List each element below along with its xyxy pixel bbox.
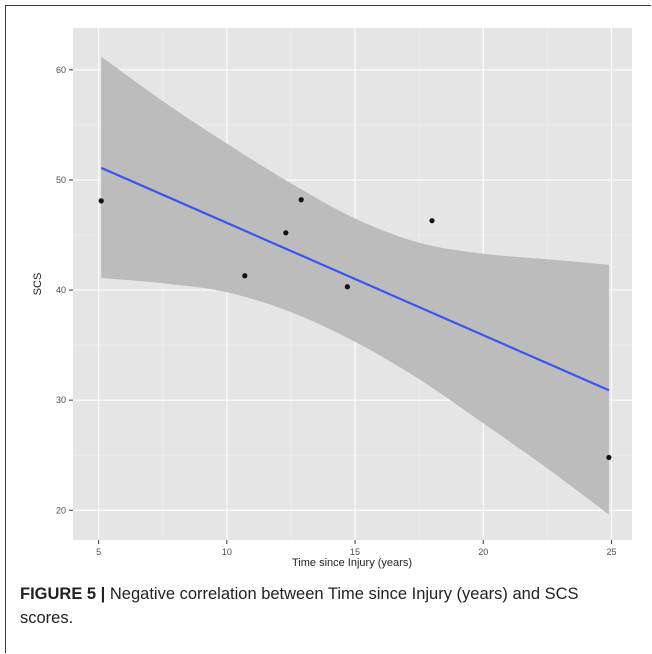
data-points: [98, 197, 612, 461]
x-tick-label: 10: [222, 547, 232, 557]
x-tick-label: 5: [96, 547, 101, 557]
data-point: [344, 284, 350, 290]
figure-frame: [5, 5, 651, 653]
confidence-band: [101, 56, 609, 515]
data-point: [98, 198, 104, 204]
data-point: [242, 273, 248, 279]
data-point: [429, 218, 435, 224]
y-tick-label: 20: [56, 505, 66, 515]
x-tick-label: 20: [478, 547, 488, 557]
y-tick-label: 30: [56, 395, 66, 405]
x-tick-label: 15: [350, 547, 360, 557]
y-tick-label: 60: [56, 65, 66, 75]
caption-text: Negative correlation between Time since …: [20, 585, 579, 627]
figure-caption: FIGURE 5 | Negative correlation between …: [20, 582, 630, 630]
major-gridlines: [73, 28, 632, 540]
y-tick-label: 40: [56, 285, 66, 295]
data-point: [283, 230, 289, 236]
data-point: [298, 197, 304, 203]
x-tick-label: 25: [606, 547, 616, 557]
x-axis-label: Time since Injury (years): [292, 557, 412, 569]
data-point: [606, 454, 612, 461]
y-axis-ticks: 20 30 40 50 60: [56, 65, 73, 515]
regression-line: [100, 166, 610, 392]
y-axis-label: SCS: [32, 273, 44, 296]
y-tick-label: 50: [56, 175, 66, 185]
x-axis-ticks: 5 10 15 20 25: [96, 540, 616, 557]
caption-label: FIGURE 5 |: [20, 585, 106, 603]
scatter-chart: 5 10 15 20 25 20 30 40 50 60 Time since Injury (…: [32, 28, 632, 569]
